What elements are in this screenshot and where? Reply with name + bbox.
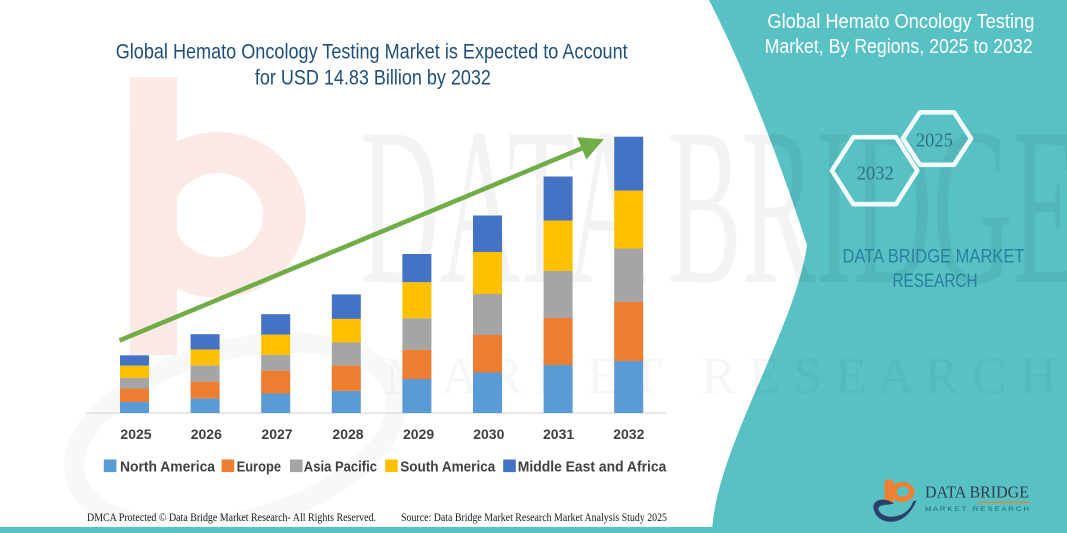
svg-text:DATA BRIDGE MARKET: DATA BRIDGE MARKET — [843, 247, 1025, 268]
svg-text:2025: 2025 — [120, 426, 151, 442]
svg-text:2030: 2030 — [473, 426, 504, 442]
svg-text:2031: 2031 — [543, 426, 574, 442]
svg-text:Europe: Europe — [237, 458, 281, 475]
svg-text:2032: 2032 — [613, 426, 644, 442]
svg-text:South America: South America — [400, 458, 496, 475]
svg-text:2025: 2025 — [916, 131, 953, 152]
svg-text:M A R K E T R E S E A R C H: M A R K E T R E S E A R C H — [925, 506, 1029, 513]
svg-text:Global Hemato Oncology Testing: Global Hemato Oncology Testing — [767, 11, 1034, 33]
svg-text:Source: Data Bridge Market Res: Source: Data Bridge Market Research Mark… — [401, 512, 667, 524]
svg-text:DATA BRIDGE: DATA BRIDGE — [925, 482, 1029, 501]
svg-text:for USD 14.83 Billion by 2032: for USD 14.83 Billion by 2032 — [255, 65, 491, 89]
svg-text:Global Hemato Oncology Testing: Global Hemato Oncology Testing Market is… — [116, 40, 628, 64]
svg-text:North America: North America — [120, 458, 216, 475]
svg-text:Asia Pacific: Asia Pacific — [304, 458, 377, 475]
svg-text:2029: 2029 — [403, 426, 434, 442]
svg-text:Middle East and Africa: Middle East and Africa — [518, 458, 667, 475]
svg-text:2027: 2027 — [261, 426, 292, 442]
svg-text:2032: 2032 — [857, 163, 894, 184]
svg-text:RESEARCH: RESEARCH — [893, 271, 978, 292]
svg-text:2028: 2028 — [332, 426, 363, 442]
svg-text:Market, By Regions, 2025 to 20: Market, By Regions, 2025 to 2032 — [765, 36, 1033, 58]
svg-text:DMCA Protected © Data Bridge M: DMCA Protected © Data Bridge Market Rese… — [87, 512, 376, 524]
svg-text:2026: 2026 — [191, 426, 222, 442]
